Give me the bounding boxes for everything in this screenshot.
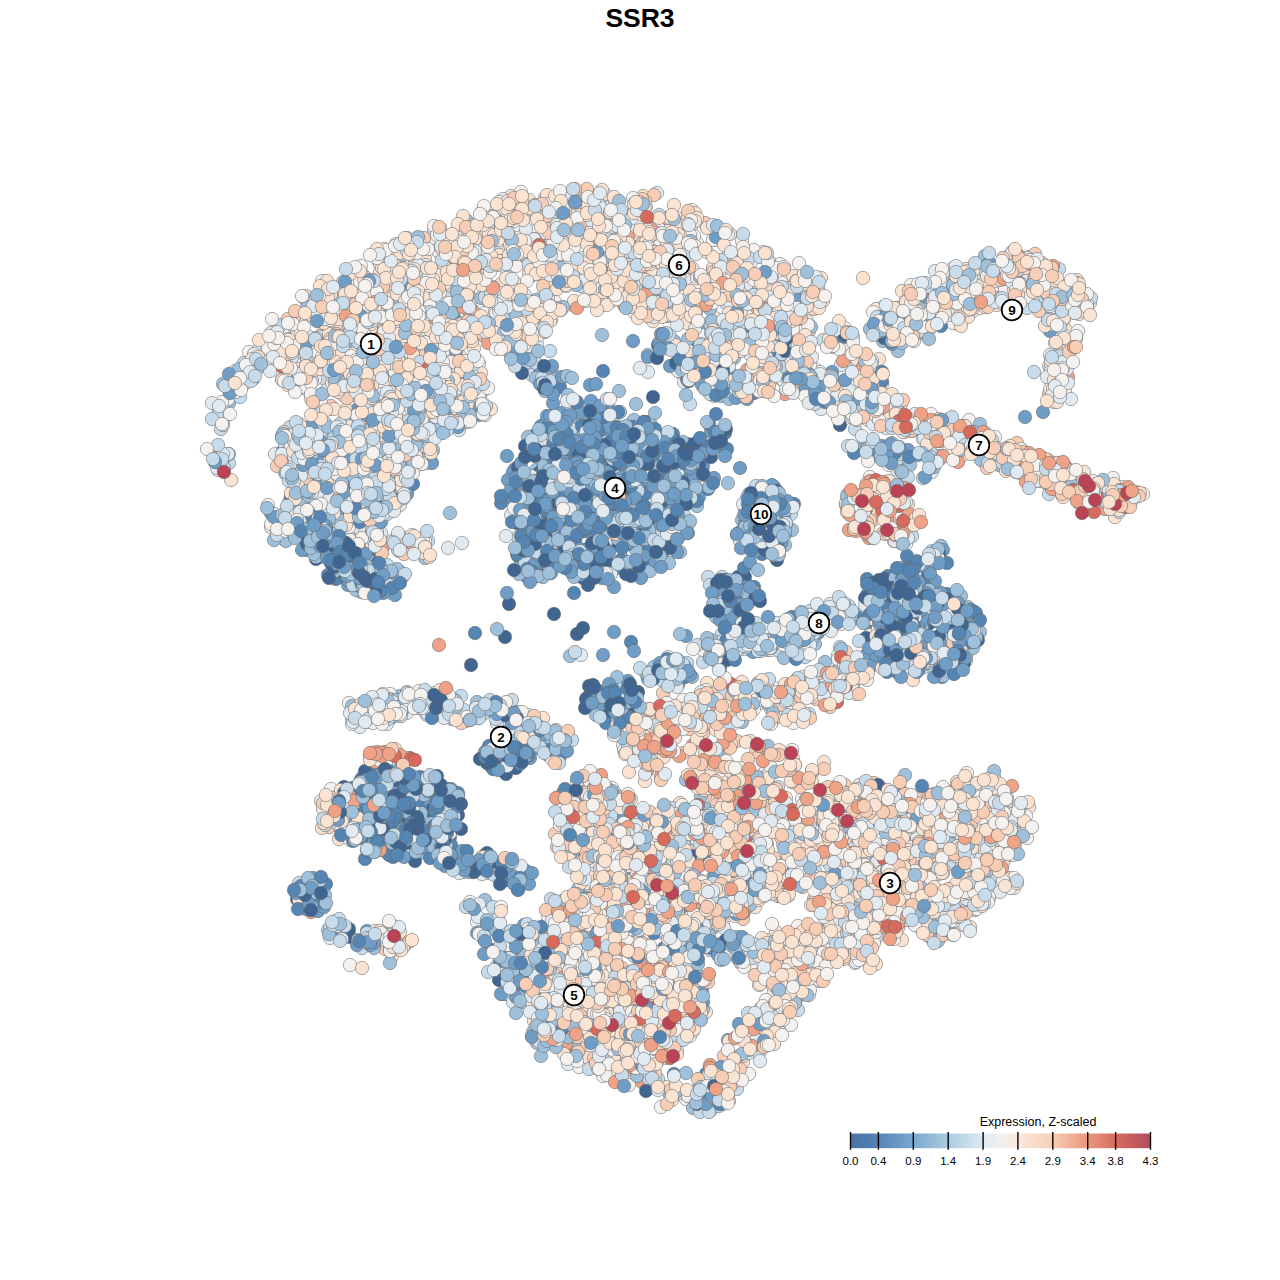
svg-text:0.9: 0.9 <box>905 1155 921 1167</box>
svg-text:3.4: 3.4 <box>1080 1155 1097 1167</box>
svg-text:1.4: 1.4 <box>940 1155 957 1167</box>
svg-text:6: 6 <box>675 258 683 273</box>
svg-text:2.9: 2.9 <box>1045 1155 1061 1167</box>
svg-text:8: 8 <box>815 616 823 631</box>
svg-text:10: 10 <box>753 507 768 522</box>
svg-text:1: 1 <box>367 337 375 352</box>
svg-text:0.4: 0.4 <box>870 1155 887 1167</box>
svg-text:5: 5 <box>570 988 578 1003</box>
svg-text:SSR3: SSR3 <box>605 3 674 33</box>
svg-text:7: 7 <box>975 438 983 453</box>
svg-text:3: 3 <box>886 876 894 891</box>
svg-text:4.3: 4.3 <box>1143 1155 1159 1167</box>
svg-text:3.8: 3.8 <box>1108 1155 1124 1167</box>
svg-text:4: 4 <box>611 481 619 496</box>
svg-text:Expression, Z-scaled: Expression, Z-scaled <box>980 1115 1097 1129</box>
svg-text:2: 2 <box>497 730 505 745</box>
svg-text:2.4: 2.4 <box>1010 1155 1027 1167</box>
svg-text:9: 9 <box>1008 303 1016 318</box>
svg-text:1.9: 1.9 <box>975 1155 991 1167</box>
svg-text:0.0: 0.0 <box>843 1155 859 1167</box>
